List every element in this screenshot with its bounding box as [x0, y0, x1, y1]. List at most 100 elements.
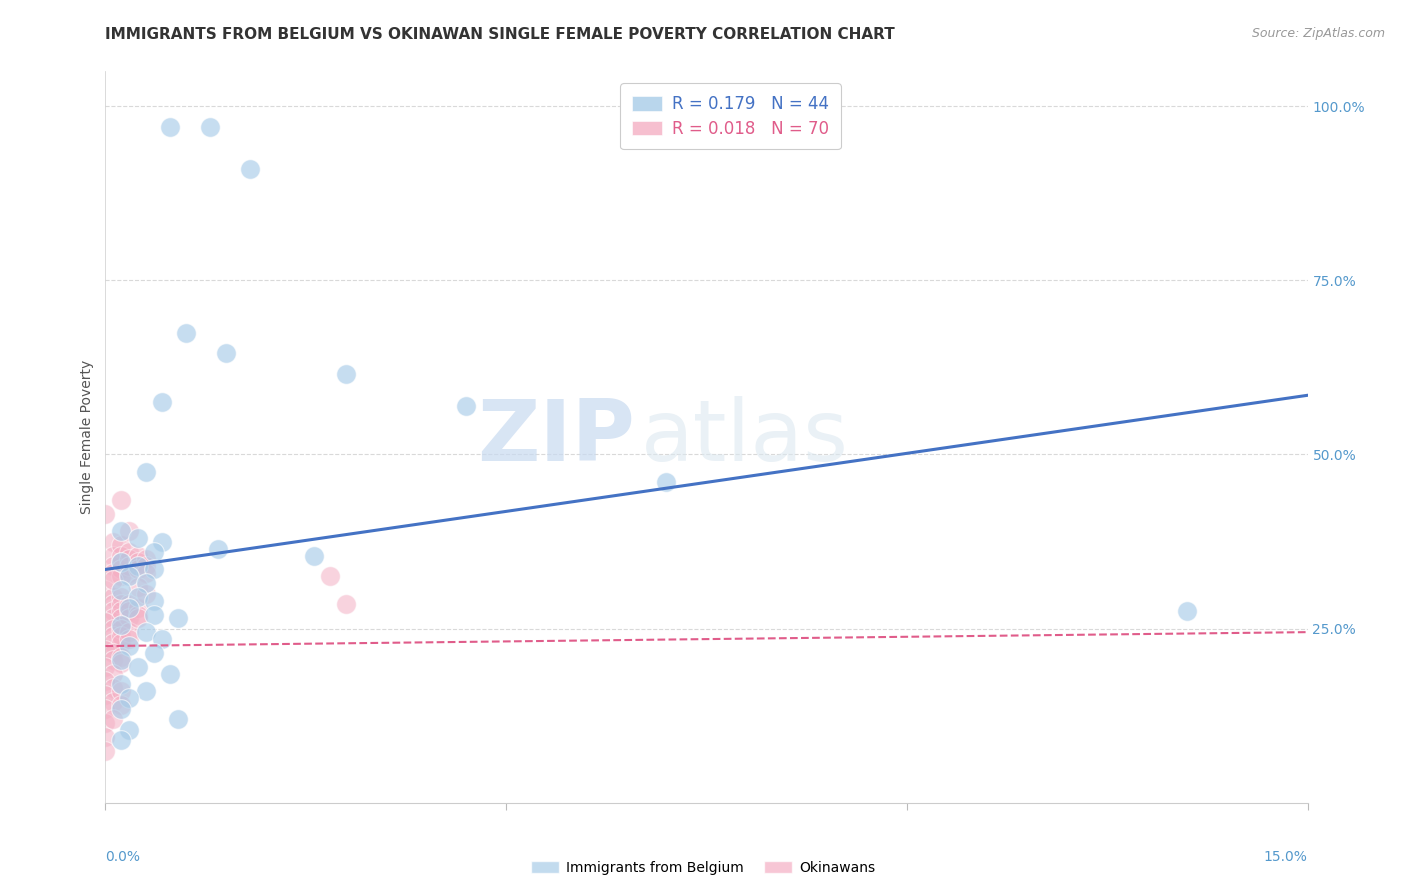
- Point: [110, 649, 132, 664]
- Point: [103, 629, 125, 643]
- Point: [142, 646, 165, 660]
- Point: [94, 743, 117, 757]
- Point: [110, 556, 132, 570]
- Point: [1177, 604, 1199, 618]
- Point: [118, 691, 141, 706]
- Point: [118, 524, 141, 538]
- Point: [103, 653, 125, 667]
- Point: [110, 604, 132, 618]
- Point: [94, 583, 117, 598]
- Point: [103, 558, 125, 573]
- Legend: Immigrants from Belgium, Okinawans: Immigrants from Belgium, Okinawans: [526, 855, 880, 880]
- Point: [655, 475, 678, 490]
- Point: [110, 562, 132, 576]
- Point: [118, 566, 141, 580]
- Point: [118, 600, 141, 615]
- Point: [142, 545, 165, 559]
- Point: [127, 611, 149, 625]
- Y-axis label: Single Female Poverty: Single Female Poverty: [80, 360, 94, 514]
- Point: [127, 549, 149, 563]
- Point: [142, 607, 165, 622]
- Point: [174, 326, 197, 340]
- Point: [110, 591, 132, 605]
- Point: [94, 702, 117, 716]
- Point: [335, 368, 357, 382]
- Point: [335, 597, 357, 611]
- Text: 0.0%: 0.0%: [105, 850, 141, 864]
- Point: [103, 695, 125, 709]
- Point: [110, 635, 132, 649]
- Point: [110, 653, 132, 667]
- Point: [94, 642, 117, 657]
- Point: [118, 639, 141, 653]
- Point: [159, 120, 181, 134]
- Point: [454, 399, 477, 413]
- Point: [110, 684, 132, 698]
- Point: [110, 677, 132, 691]
- Point: [207, 541, 229, 556]
- Point: [118, 625, 141, 640]
- Point: [142, 594, 165, 608]
- Point: [103, 681, 125, 695]
- Point: [94, 688, 117, 702]
- Point: [118, 597, 141, 611]
- Point: [150, 395, 173, 409]
- Point: [239, 161, 262, 176]
- Point: [110, 702, 132, 716]
- Point: [166, 611, 188, 625]
- Point: [110, 611, 132, 625]
- Text: Source: ZipAtlas.com: Source: ZipAtlas.com: [1251, 27, 1385, 40]
- Point: [94, 615, 117, 629]
- Point: [103, 667, 125, 681]
- Point: [110, 492, 132, 507]
- Point: [110, 597, 132, 611]
- Point: [135, 684, 157, 698]
- Point: [127, 556, 149, 570]
- Point: [110, 549, 132, 563]
- Point: [127, 558, 149, 573]
- Point: [302, 549, 325, 563]
- Text: 15.0%: 15.0%: [1264, 850, 1308, 864]
- Point: [214, 346, 236, 360]
- Point: [110, 698, 132, 713]
- Point: [110, 569, 132, 583]
- Point: [118, 632, 141, 646]
- Point: [94, 673, 117, 688]
- Point: [127, 660, 149, 674]
- Point: [94, 715, 117, 730]
- Point: [103, 635, 125, 649]
- Point: [103, 549, 125, 563]
- Point: [103, 622, 125, 636]
- Point: [142, 562, 165, 576]
- Point: [127, 562, 149, 576]
- Point: [127, 591, 149, 605]
- Point: [118, 604, 141, 618]
- Point: [166, 712, 188, 726]
- Point: [135, 576, 157, 591]
- Point: [127, 607, 149, 622]
- Point: [198, 120, 221, 134]
- Text: atlas: atlas: [640, 395, 848, 479]
- Point: [110, 657, 132, 671]
- Point: [103, 591, 125, 605]
- Point: [103, 611, 125, 625]
- Point: [103, 573, 125, 587]
- Point: [118, 552, 141, 566]
- Point: [103, 604, 125, 618]
- Point: [127, 580, 149, 594]
- Point: [135, 558, 157, 573]
- Point: [110, 629, 132, 643]
- Point: [94, 507, 117, 521]
- Point: [150, 632, 173, 646]
- Text: IMMIGRANTS FROM BELGIUM VS OKINAWAN SINGLE FEMALE POVERTY CORRELATION CHART: IMMIGRANTS FROM BELGIUM VS OKINAWAN SING…: [105, 27, 896, 42]
- Point: [118, 558, 141, 573]
- Point: [118, 569, 141, 583]
- Point: [103, 566, 125, 580]
- Point: [135, 465, 157, 479]
- Point: [127, 600, 149, 615]
- Point: [135, 566, 157, 580]
- Point: [319, 569, 342, 583]
- Point: [127, 531, 149, 545]
- Point: [135, 587, 157, 601]
- Point: [159, 667, 181, 681]
